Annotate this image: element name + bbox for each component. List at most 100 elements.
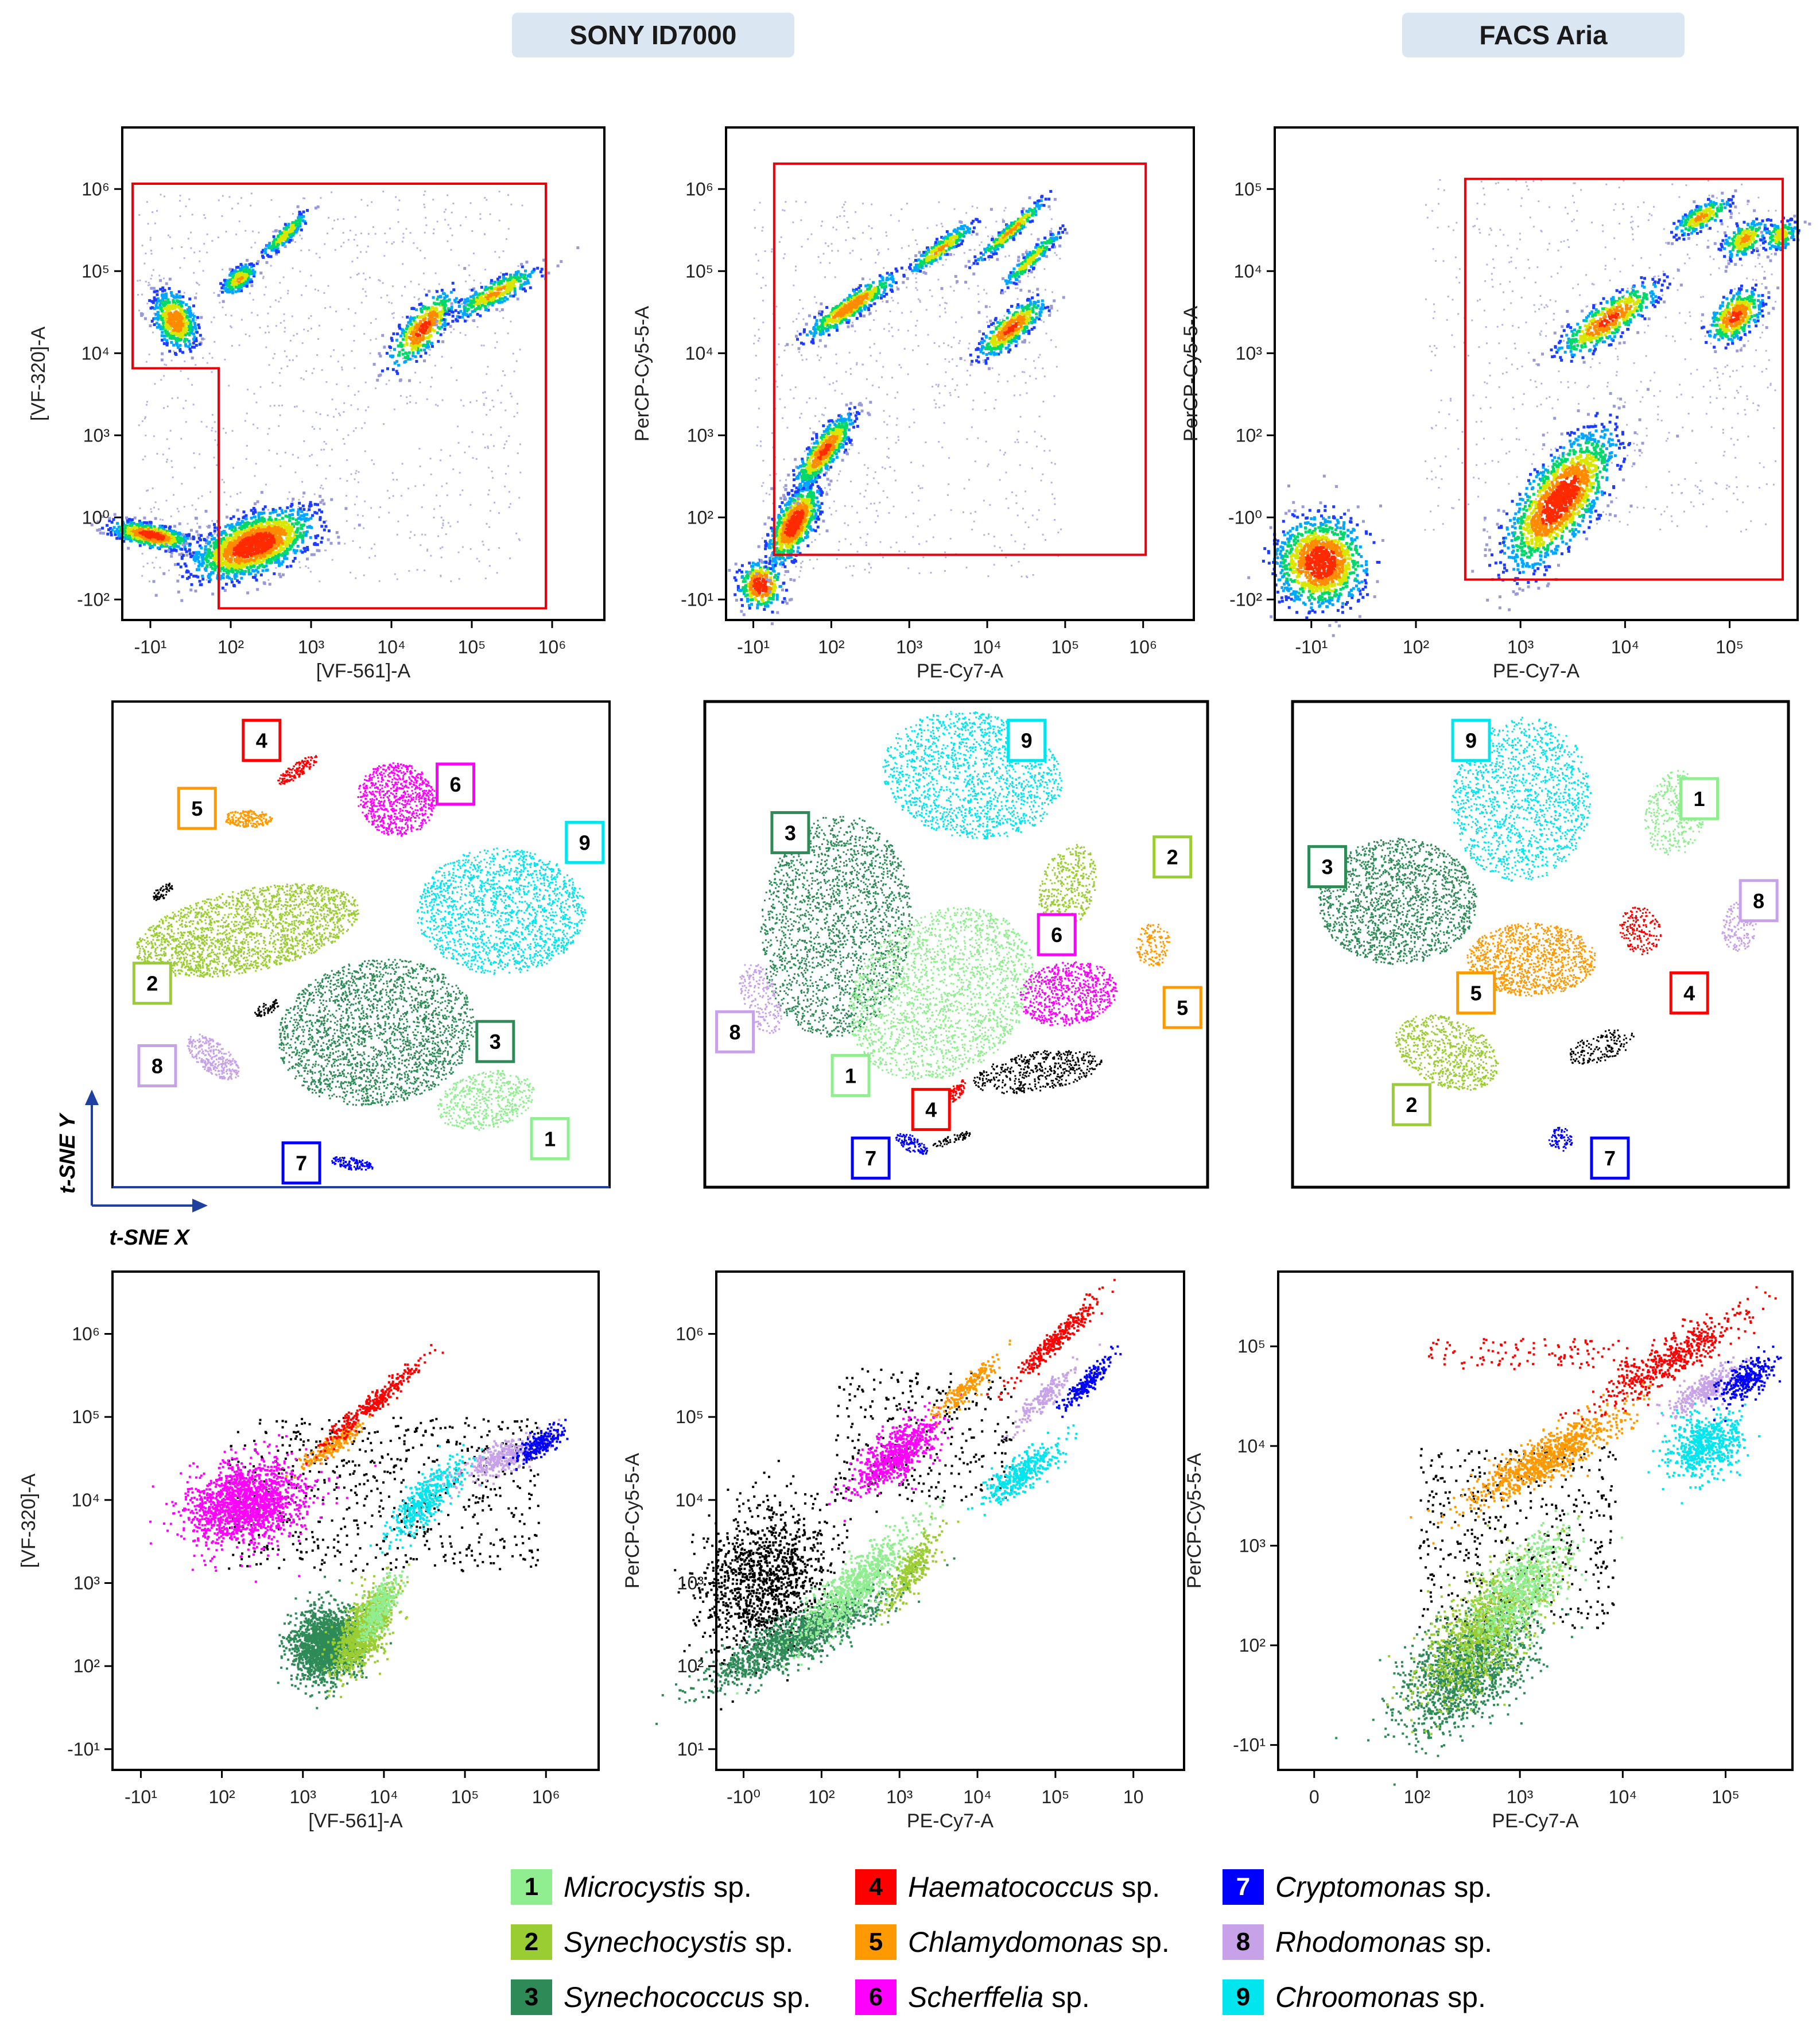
event-dot [218, 237, 219, 238]
event-dot [216, 464, 218, 466]
event-dot [488, 306, 490, 308]
event-dot [457, 521, 459, 522]
event-dot [154, 223, 156, 224]
event-dot [434, 365, 436, 366]
event-dot [146, 201, 148, 203]
event-dot [426, 398, 428, 400]
event-dot [510, 503, 511, 505]
event-dot [265, 484, 267, 486]
event-dot [473, 280, 475, 281]
event-dot [354, 528, 355, 529]
event-dot [190, 247, 192, 249]
event-dot [348, 239, 350, 241]
event-dot [441, 556, 443, 558]
event-dot [476, 400, 478, 402]
event-dot [214, 421, 216, 423]
event-dot [323, 449, 325, 451]
event-dot [424, 232, 426, 234]
event-dot [423, 204, 425, 206]
event-dot [363, 273, 364, 274]
event-dot [193, 272, 195, 274]
event-dot [339, 414, 341, 416]
event-dot [156, 557, 157, 559]
event-dot [374, 555, 376, 557]
event-dot [393, 479, 394, 481]
event-dot [519, 539, 521, 541]
event-dot [193, 312, 195, 314]
event-dot [303, 440, 305, 442]
event-dot [280, 322, 282, 324]
event-dot [362, 515, 364, 517]
event-dot [308, 567, 309, 569]
event-dot [471, 431, 473, 433]
event-dot [262, 277, 264, 279]
event-dot [193, 251, 195, 253]
event-dot [253, 299, 254, 301]
event-dot [343, 232, 344, 234]
event-dot [145, 253, 146, 254]
event-dot [414, 296, 416, 298]
event-dot [219, 302, 220, 304]
event-dot [370, 352, 371, 354]
event-dot [196, 282, 197, 284]
event-dot [330, 355, 332, 357]
event-dot [313, 368, 315, 370]
event-dot [418, 284, 420, 285]
event-dot [355, 472, 356, 474]
event-dot [251, 312, 253, 313]
event-dot [441, 356, 443, 358]
event-dot [447, 241, 448, 242]
event-dot [267, 509, 269, 511]
event-dot [320, 197, 321, 199]
event-dot [391, 243, 393, 245]
event-dot [171, 247, 173, 249]
event-dot [445, 208, 447, 210]
event-dot [364, 422, 366, 424]
event-dot [515, 533, 517, 534]
event-dot [316, 412, 317, 413]
event-dot [350, 277, 351, 278]
event-dot [145, 281, 147, 282]
event-dot [482, 433, 484, 435]
event-dot [409, 537, 411, 539]
event-dot [350, 572, 351, 574]
event-dot [172, 397, 173, 399]
event-dot [394, 574, 396, 575]
event-dot [354, 478, 356, 480]
event-dot [486, 373, 487, 375]
event-dot [494, 347, 496, 348]
event-dot [420, 382, 421, 383]
event-dot [163, 375, 165, 377]
event-dot [449, 455, 451, 456]
event-dot [447, 195, 448, 196]
event-dot [487, 445, 488, 447]
event-dot [344, 443, 346, 445]
event-dot [418, 448, 420, 450]
event-dot [490, 510, 491, 512]
event-dot [343, 355, 344, 357]
event-dot [403, 237, 405, 239]
event-dot [389, 497, 390, 499]
event-dot [458, 442, 460, 444]
event-dot [397, 534, 398, 536]
event-dot [343, 438, 344, 440]
event-dot [356, 257, 358, 259]
event-dot [494, 502, 495, 503]
event-dot [364, 451, 366, 452]
event-dot [191, 384, 193, 386]
event-dot [355, 578, 356, 579]
event-dot [301, 295, 302, 296]
event-dot [397, 209, 399, 211]
event-dot [280, 297, 282, 299]
event-dot [169, 237, 171, 238]
event-dot [275, 325, 277, 327]
event-dot [355, 216, 356, 218]
event-dot [346, 480, 348, 482]
event-dot [402, 241, 403, 242]
event-dot [203, 243, 205, 245]
event-dot [430, 458, 432, 459]
event-dot [190, 232, 192, 234]
event-dot [300, 377, 302, 379]
event-dot [230, 326, 231, 327]
event-dot [298, 506, 300, 507]
